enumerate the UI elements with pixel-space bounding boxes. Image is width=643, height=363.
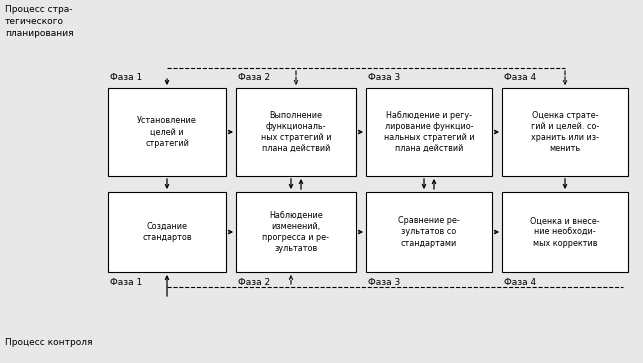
- Text: Фаза 4: Фаза 4: [504, 73, 536, 82]
- Text: Установление
целей и
стратегий: Установление целей и стратегий: [137, 117, 197, 148]
- Text: Создание
стандартов: Создание стандартов: [142, 222, 192, 242]
- Bar: [502, 88, 628, 176]
- Text: Фаза 3: Фаза 3: [368, 278, 400, 287]
- Bar: [236, 88, 356, 176]
- Text: Фаза 4: Фаза 4: [504, 278, 536, 287]
- Text: Сравнение ре-
зультатов со
стандартами: Сравнение ре- зультатов со стандартами: [398, 216, 460, 248]
- Text: Фаза 2: Фаза 2: [238, 278, 270, 287]
- Bar: [108, 192, 226, 272]
- Text: Наблюдение
изменений,
прогресса и ре-
зультатов: Наблюдение изменений, прогресса и ре- зу…: [262, 211, 329, 253]
- Text: Наблюдение и регу-
лирование функцио-
нальных стратегий и
плана действий: Наблюдение и регу- лирование функцио- на…: [384, 111, 475, 153]
- Text: Фаза 1: Фаза 1: [110, 278, 142, 287]
- Bar: [366, 192, 492, 272]
- Text: Процесс стра-
тегического
планирования: Процесс стра- тегического планирования: [5, 5, 74, 38]
- Text: Процесс контроля: Процесс контроля: [5, 338, 93, 347]
- Text: Оценка и внесе-
ние необходи-
мых корректив: Оценка и внесе- ние необходи- мых коррек…: [530, 216, 600, 248]
- Bar: [108, 88, 226, 176]
- Bar: [366, 88, 492, 176]
- Bar: [502, 192, 628, 272]
- Text: Фаза 2: Фаза 2: [238, 73, 270, 82]
- Text: Фаза 3: Фаза 3: [368, 73, 400, 82]
- Bar: [236, 192, 356, 272]
- Text: Выполнение
функциональ-
ных стратегий и
плана действий: Выполнение функциональ- ных стратегий и …: [261, 111, 331, 153]
- Text: Фаза 1: Фаза 1: [110, 73, 142, 82]
- Text: Оценка страте-
гий и целей. со-
хранить или из-
менить: Оценка страте- гий и целей. со- хранить …: [531, 111, 599, 153]
